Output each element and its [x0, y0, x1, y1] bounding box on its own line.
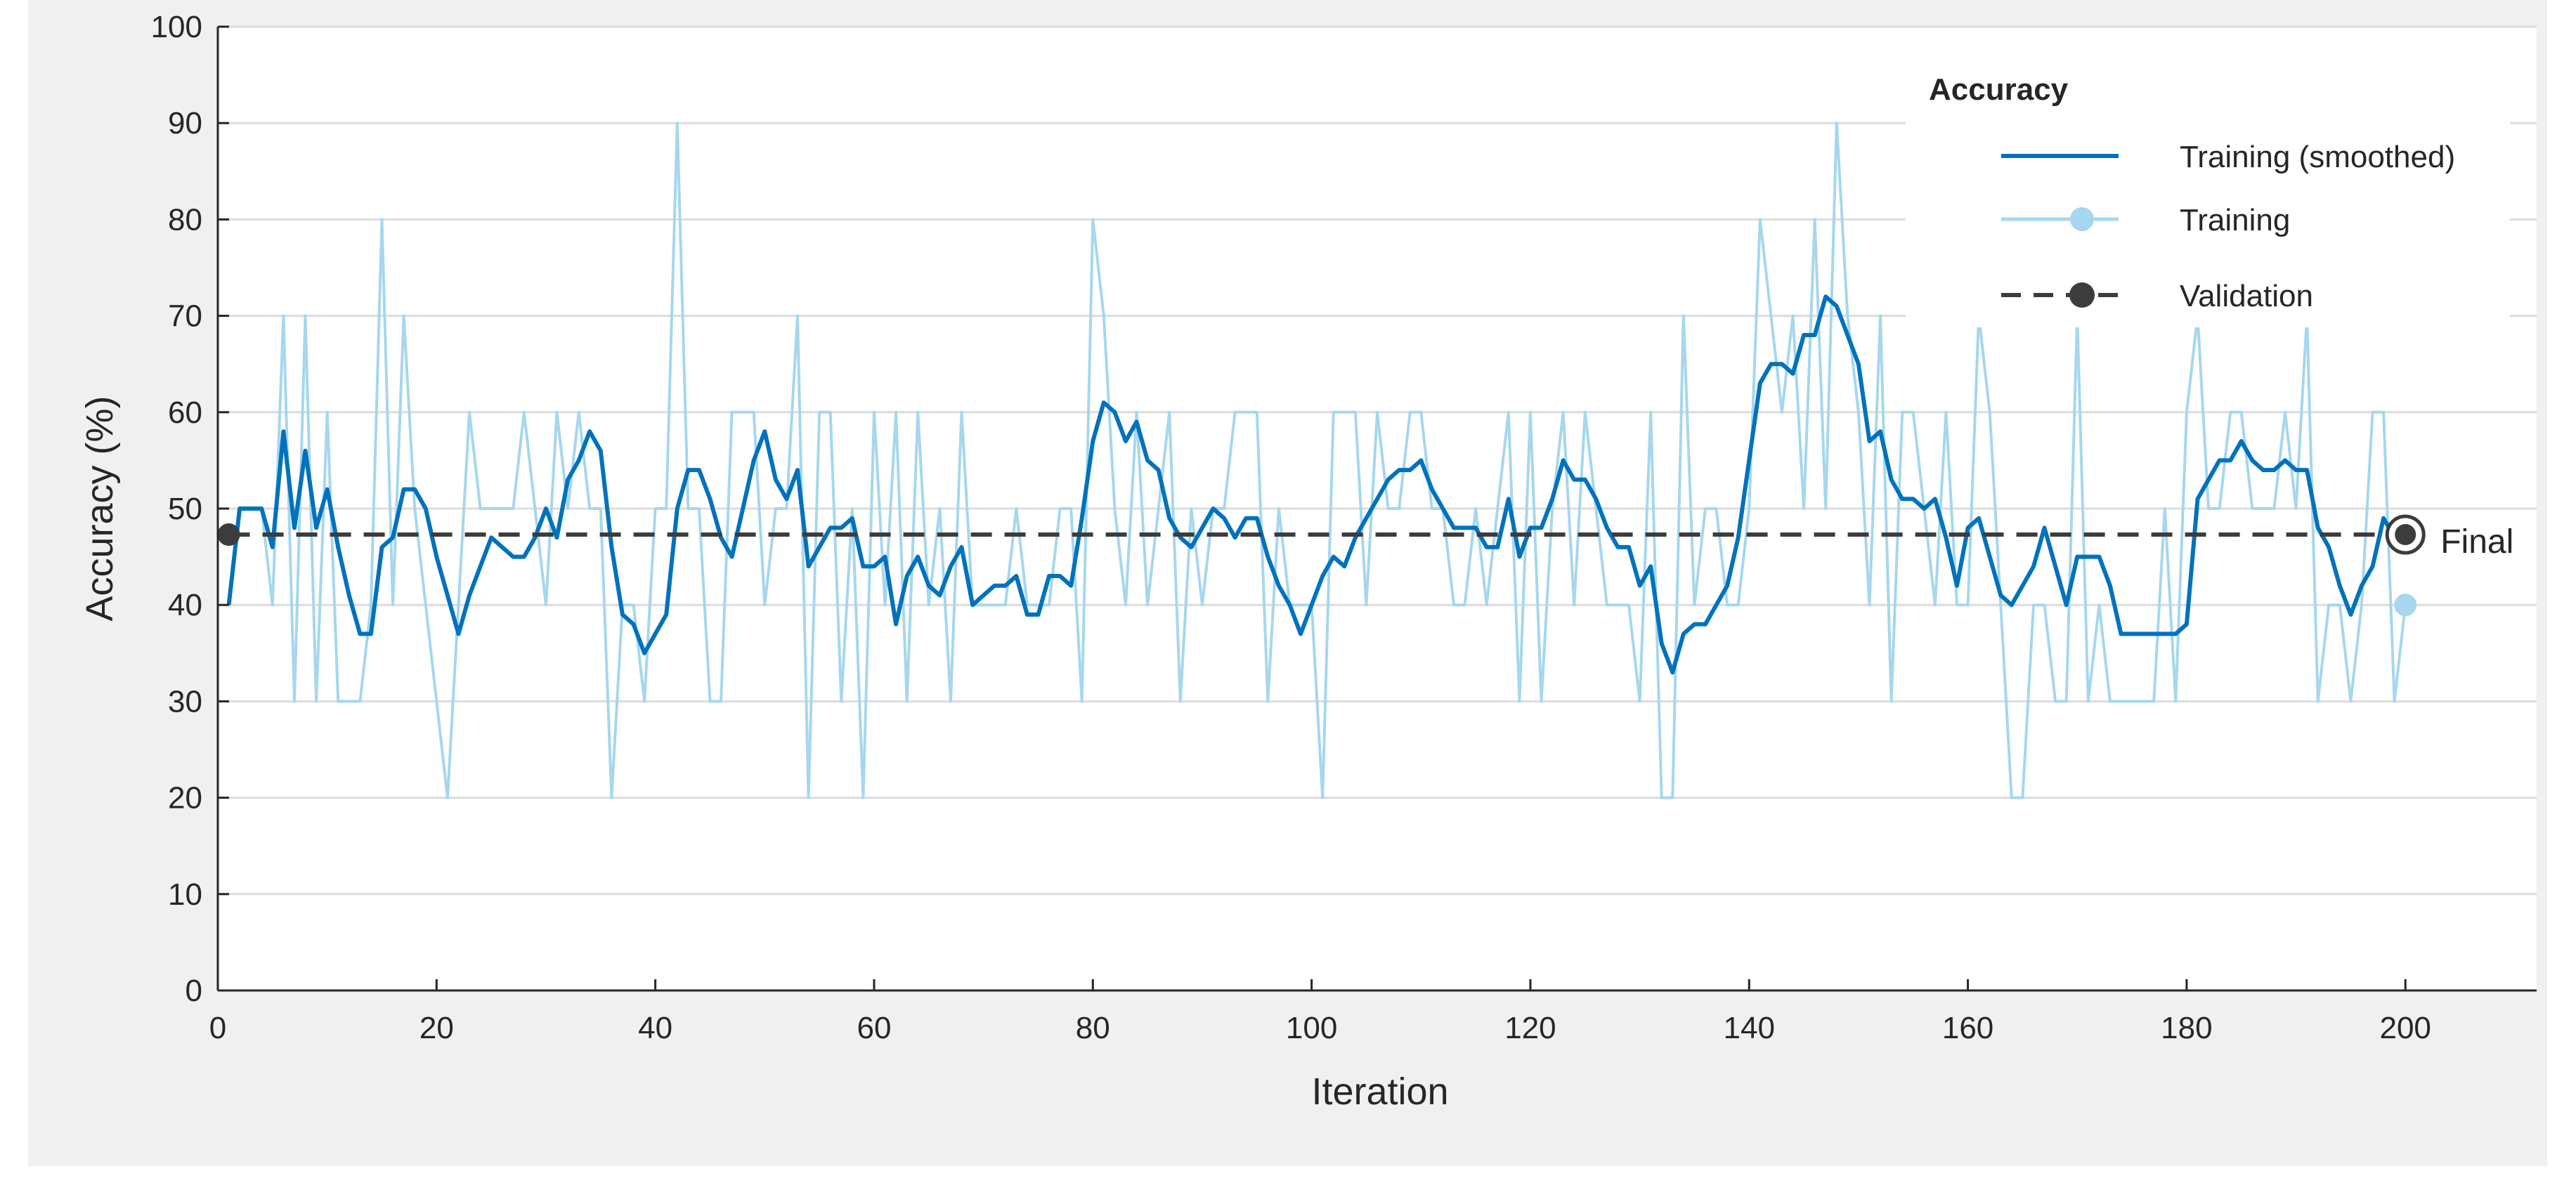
legend-background [1906, 49, 2510, 327]
training-line [227, 122, 2407, 799]
x-tick-label: 20 [419, 1011, 454, 1045]
y-tick-label: 10 [168, 877, 202, 912]
y-tick-label: 90 [168, 106, 202, 140]
x-tick-label: 200 [2379, 1011, 2431, 1045]
y-tick-label: 0 [186, 974, 202, 1008]
final-validation-marker [2395, 524, 2416, 546]
y-tick-label: 70 [168, 299, 202, 334]
x-tick-label: 0 [209, 1011, 226, 1045]
x-axis-title: Iteration [1311, 1071, 1448, 1113]
y-tick-label: 100 [151, 10, 202, 44]
y-tick-label: 60 [168, 395, 202, 430]
validation-series [217, 523, 2406, 547]
training-smoothed-line [226, 294, 2406, 675]
legend: Accuracy Training (smoothed) Training Va… [1906, 49, 2510, 327]
final-training-marker [2394, 594, 2417, 617]
y-tick-label: 80 [168, 202, 202, 237]
final-markers: Final [2385, 514, 2513, 617]
legend-label-validation: Validation [2180, 279, 2313, 313]
x-tick-label: 120 [1504, 1011, 1556, 1045]
tick-labels: 0 10 20 30 40 50 60 70 80 90 100 0 20 40 60 80 100 120 140… [151, 10, 2431, 1045]
x-tick-label: 40 [638, 1011, 672, 1045]
training-smoothed-series [226, 294, 2406, 675]
legend-label-smoothed: Training (smoothed) [2180, 140, 2455, 174]
legend-marker-training [2070, 207, 2094, 231]
x-tick-label: 180 [2161, 1011, 2212, 1045]
axes [216, 25, 2537, 992]
x-tick-label: 100 [1286, 1011, 1337, 1045]
training-series [227, 122, 2407, 799]
legend-marker-validation [2069, 282, 2095, 308]
legend-title: Accuracy [1929, 72, 2069, 107]
final-label: Final [2440, 523, 2513, 561]
x-tick-label: 80 [1076, 1011, 1110, 1045]
y-tick-label: 50 [168, 492, 202, 526]
x-tick-label: 160 [1942, 1011, 1993, 1045]
y-tick-label: 30 [168, 684, 202, 719]
x-tick-label: 140 [1724, 1011, 1775, 1045]
y-tick-label: 20 [168, 781, 202, 816]
y-tick-label: 40 [168, 588, 202, 622]
validation-start-marker [217, 523, 240, 547]
y-axis-title: Accuracy (%) [79, 395, 121, 621]
legend-label-training: Training [2180, 203, 2290, 237]
x-tick-label: 60 [857, 1011, 891, 1045]
